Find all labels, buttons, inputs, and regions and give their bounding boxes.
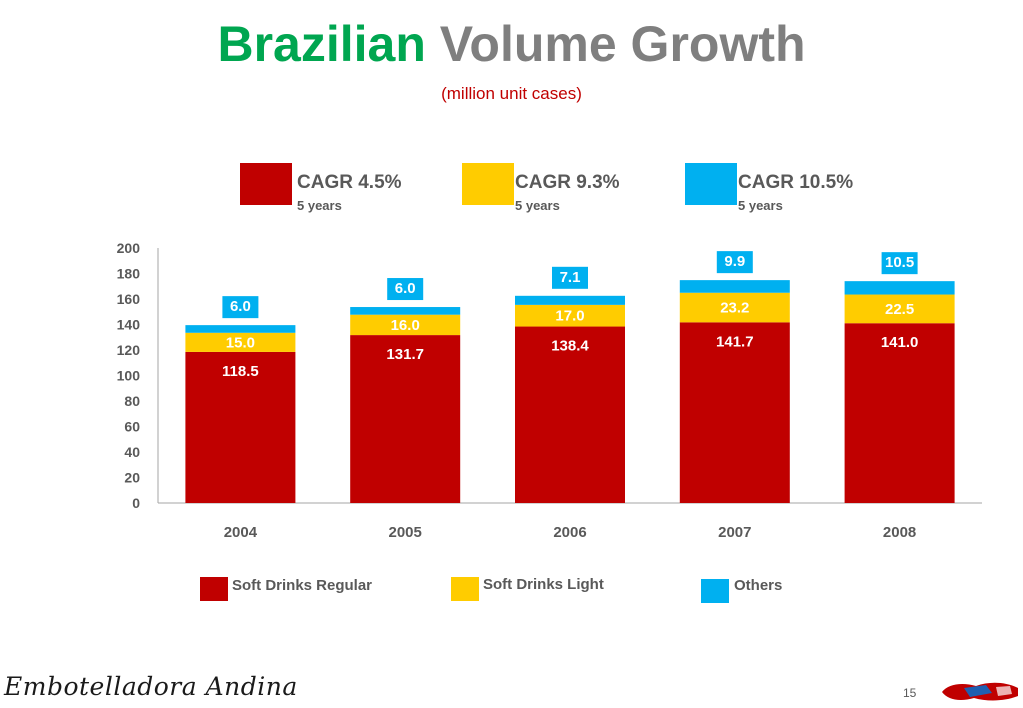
x-tick-label: 2006 (553, 524, 586, 541)
data-label: 7.1 (560, 269, 581, 286)
bar-segment (515, 295, 625, 305)
page-title: Brazilian Volume Growth (0, 14, 1023, 74)
y-tick-label: 140 (117, 317, 141, 333)
data-label-box (222, 296, 259, 319)
cagr-light-value: CAGR 9.3% (515, 172, 620, 193)
y-tick-label: 100 (117, 368, 141, 384)
legend-light-swatch (451, 577, 479, 601)
data-label: 10.5 (885, 254, 914, 271)
bar-segment (844, 323, 955, 503)
cagr-light-swatch (462, 163, 514, 205)
x-tick-label: 2007 (718, 524, 751, 541)
data-label: 17.0 (555, 308, 584, 325)
y-tick-label: 120 (117, 342, 141, 358)
data-label: 6.0 (395, 280, 416, 297)
y-tick-label: 40 (124, 444, 140, 460)
data-label: 15.0 (226, 334, 255, 351)
legend-light-label: Soft Drinks Light (483, 576, 604, 593)
data-label: 9.9 (724, 253, 745, 270)
cagr-others-swatch (685, 163, 737, 205)
data-label: 22.5 (885, 301, 914, 318)
page-subtitle: (million unit cases) (441, 84, 582, 103)
bar-segment (844, 294, 955, 324)
bottle-logo-icon (942, 682, 1018, 701)
cagr-light-period: 5 years (515, 198, 560, 213)
data-label-box (881, 252, 918, 275)
cagr-regular-value: CAGR 4.5% (297, 172, 402, 193)
bar-segment (515, 304, 625, 327)
bar-segment (185, 351, 296, 503)
bar-segment (185, 325, 296, 333)
title-part2: Volume Growth (439, 16, 806, 72)
y-tick-label: 20 (124, 470, 140, 486)
data-label: 141.0 (881, 334, 919, 351)
cagr-regular-period: 5 years (297, 198, 342, 213)
page-number: 15 (903, 686, 917, 700)
y-tick-label: 0 (132, 495, 140, 511)
company-logo: Embotelladora Andina (4, 672, 298, 701)
bar-segment (515, 326, 625, 503)
data-label: 141.7 (716, 333, 754, 350)
data-label-box (387, 278, 424, 301)
cagr-regular-swatch (240, 163, 292, 205)
bar-segment (679, 292, 790, 323)
bar-segment (679, 322, 790, 503)
y-tick-label: 60 (124, 419, 140, 435)
x-tick-label: 2004 (224, 524, 258, 541)
cagr-others-period: 5 years (738, 198, 783, 213)
data-label-box (552, 266, 588, 289)
data-label: 118.5 (222, 363, 259, 380)
data-label: 138.4 (551, 338, 589, 355)
data-label: 16.0 (391, 317, 420, 334)
bar-segment (350, 335, 461, 503)
legend-others-swatch (701, 579, 729, 603)
x-tick-label: 2008 (883, 524, 916, 541)
x-tick-label: 2005 (389, 524, 422, 541)
legend-regular-swatch (200, 577, 228, 601)
y-tick-label: 200 (117, 240, 141, 256)
stacked-bar-chart: 0 20 40 60 80 100 120 140 160 180 200 118.5 15.0 6.0 2… (117, 240, 982, 541)
bar-segment (185, 332, 296, 352)
data-label: 131.7 (386, 346, 424, 363)
y-tick-label: 160 (117, 291, 141, 307)
legend-regular-label: Soft Drinks Regular (232, 577, 373, 594)
data-label: 6.0 (230, 298, 251, 315)
y-tick-label: 180 (117, 266, 141, 282)
bar-segment (350, 307, 461, 315)
data-label: 23.2 (720, 300, 749, 317)
bar-segment (350, 314, 461, 336)
bar-segment (844, 281, 955, 295)
y-tick-label: 80 (124, 393, 140, 409)
bar-segment (679, 280, 790, 293)
legend-others-label: Others (734, 577, 783, 594)
cagr-others-value: CAGR 10.5% (738, 172, 854, 193)
data-label-box (716, 251, 753, 274)
title-part1: Brazilian (217, 16, 426, 72)
